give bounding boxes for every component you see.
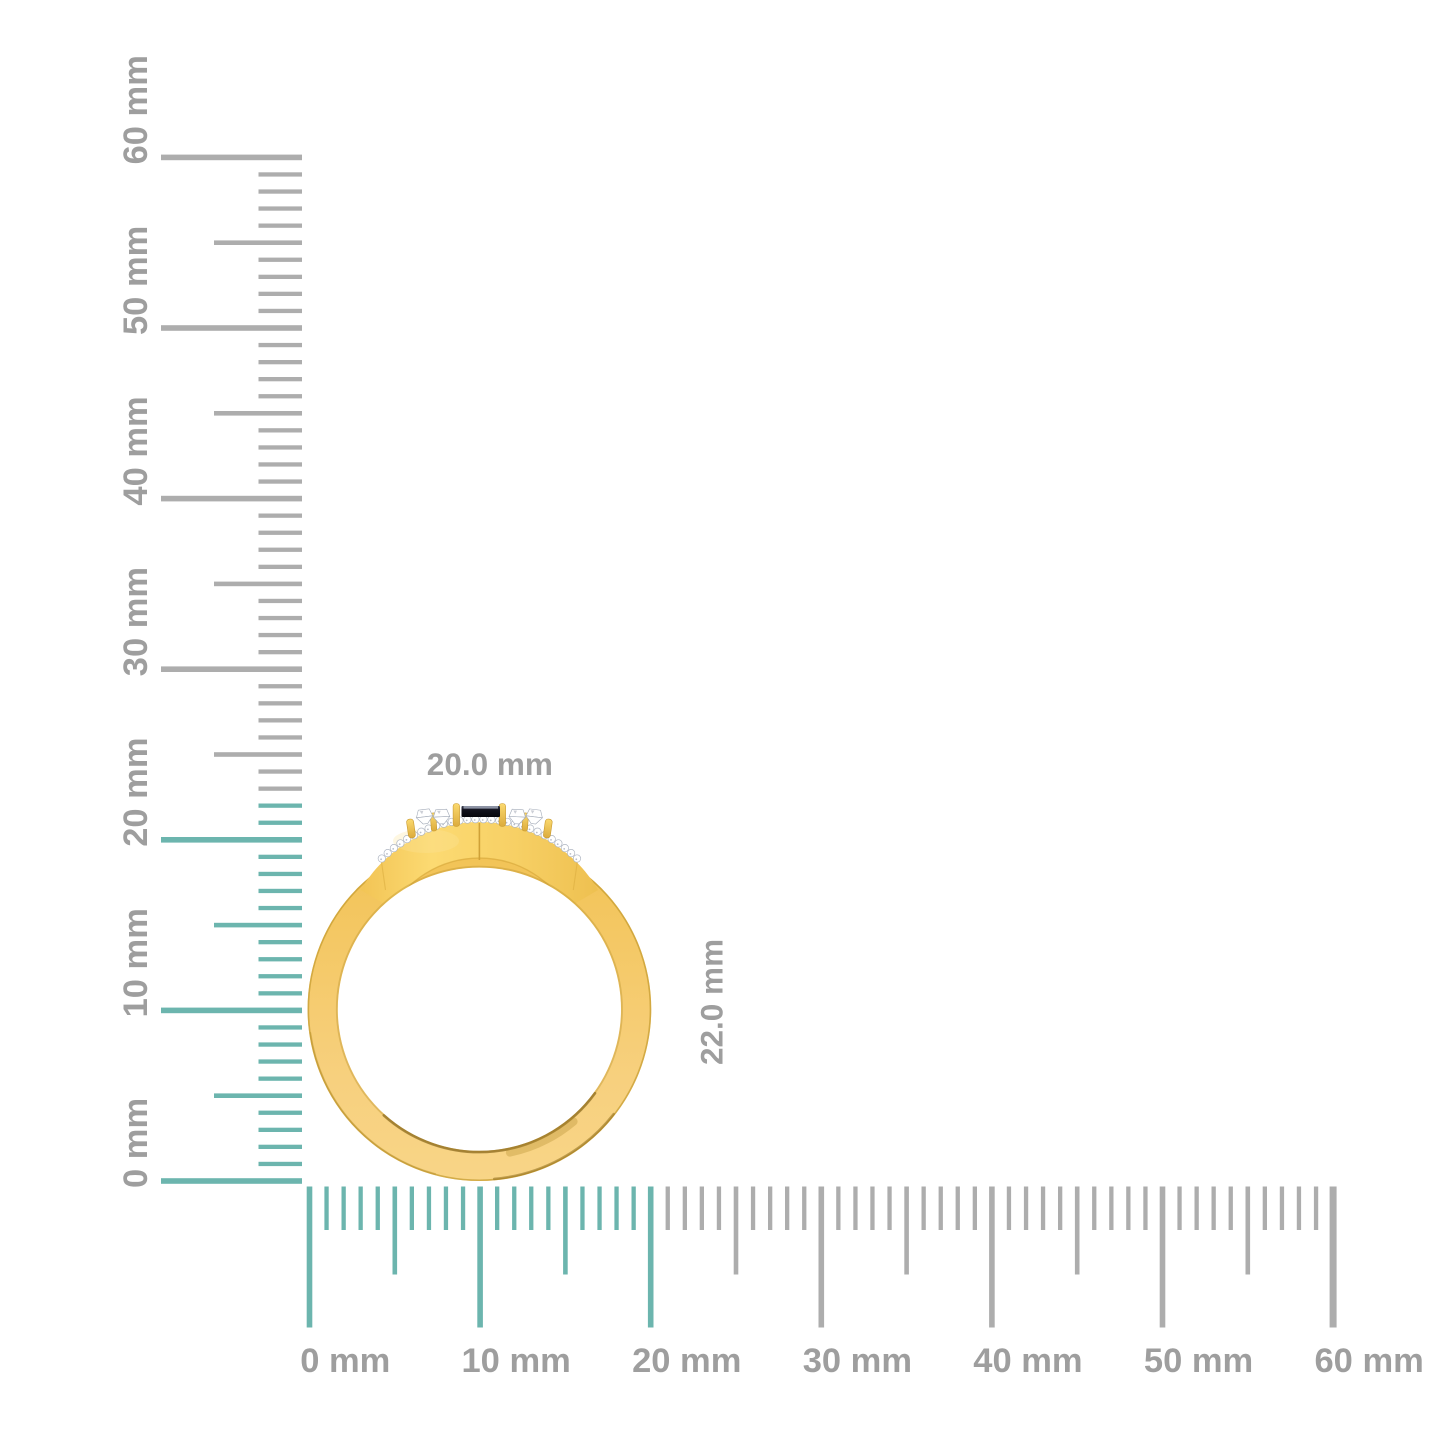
svg-text:40 mm: 40 mm bbox=[117, 396, 155, 505]
svg-text:30 mm: 30 mm bbox=[803, 1342, 912, 1380]
svg-text:22.0 mm: 22.0 mm bbox=[694, 939, 730, 1065]
svg-text:20 mm: 20 mm bbox=[117, 737, 155, 846]
svg-text:50 mm: 50 mm bbox=[1144, 1342, 1253, 1380]
svg-text:40 mm: 40 mm bbox=[973, 1342, 1082, 1380]
svg-text:0 mm: 0 mm bbox=[300, 1342, 390, 1380]
svg-text:60 mm: 60 mm bbox=[117, 55, 155, 164]
svg-text:20 mm: 20 mm bbox=[632, 1342, 741, 1380]
svg-text:60 mm: 60 mm bbox=[1315, 1342, 1424, 1380]
svg-text:50 mm: 50 mm bbox=[117, 226, 155, 335]
svg-text:10 mm: 10 mm bbox=[117, 908, 155, 1017]
svg-text:10 mm: 10 mm bbox=[462, 1342, 571, 1380]
svg-text:20.0 mm: 20.0 mm bbox=[427, 746, 553, 782]
svg-text:30 mm: 30 mm bbox=[117, 567, 155, 676]
svg-text:0 mm: 0 mm bbox=[117, 1098, 155, 1188]
